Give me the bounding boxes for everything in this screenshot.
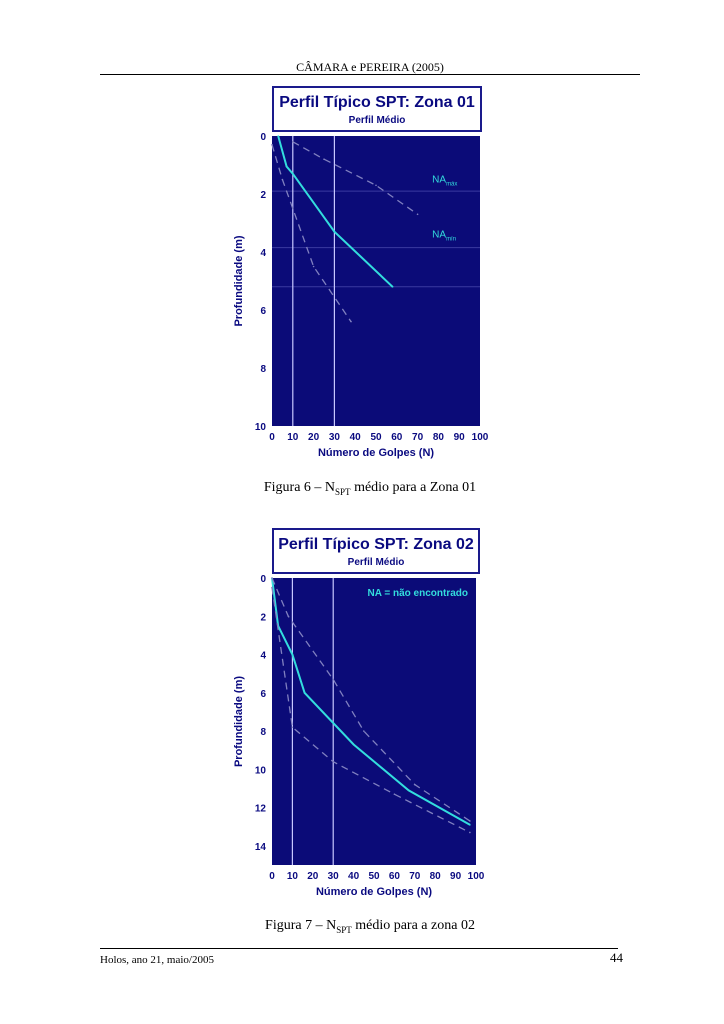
chart-1-series-2-point-3: [312, 265, 315, 268]
chart-2-series-2-point-3: [393, 793, 396, 796]
chart-2-subtitle: Perfil Médio: [347, 557, 405, 568]
chart-2-series-0-point-4: [352, 743, 355, 746]
chart-1-y-tick-label-2: 2: [260, 190, 266, 201]
chart-2-legend-text: NA = não encontrado: [368, 588, 468, 599]
chart-2-x-tick-label-100: 100: [468, 871, 485, 882]
chart-2-y-tick-label-10: 10: [255, 765, 267, 776]
chart-2-x-tick-label-70: 70: [409, 871, 421, 882]
chart-1-y-tick-label-4: 4: [260, 248, 266, 259]
chart-1-x-tick-label-20: 20: [308, 432, 320, 443]
chart-2-x-tick-label-30: 30: [328, 871, 340, 882]
chart-1-envelope-line-1: [292, 141, 418, 215]
chart-1-x-axis-label: Número de Golpes (N): [318, 447, 434, 459]
caption-1-post: médio para a Zona 01: [350, 480, 477, 495]
chart-2-series-0-point-5: [407, 789, 410, 792]
chart-2-series-1-point-4: [414, 783, 416, 786]
chart-2-series-1-point-3: [363, 730, 365, 732]
chart-1-x-tick-label-60: 60: [391, 432, 403, 443]
chart-2-series-2-point-4: [469, 831, 471, 834]
chart-1-title-box: Perfil Típico SPT: Zona 01 Perfil Médio: [272, 86, 482, 132]
chart-2-series-1-point-1: [287, 615, 290, 618]
chart-2-series-0-point-6: [469, 824, 471, 826]
chart-1-series-1-point-2: [375, 184, 377, 187]
chart-2-series-0-point-2: [291, 653, 294, 656]
chart-2-y-tick-label-4: 4: [260, 651, 266, 662]
chart-1-series-0-point-4: [391, 286, 394, 288]
chart-2-series-2-point-0: [271, 586, 273, 589]
chart-1-series-0-point-0: [277, 135, 280, 137]
caption-2-post: médio para a zona 02: [351, 918, 475, 933]
chart-1-x-tick-label-40: 40: [350, 432, 362, 443]
chart-1-x-tick-label-70: 70: [412, 432, 424, 443]
chart-1-series-0-point-2: [292, 172, 294, 175]
chart-1-series-1-point-3: [416, 213, 419, 216]
chart-1-y-tick-label-8: 8: [260, 364, 266, 375]
chart-2-series-0-point-3: [303, 692, 306, 694]
chart-2-series-1-point-2: [332, 678, 334, 681]
chart-1-series-0-point-3: [333, 230, 336, 233]
chart-2-series-1-point-0: [271, 577, 273, 579]
caption-2-sub: SPT: [336, 924, 352, 935]
figure-7-caption: Figura 7 – NSPT médio para a zona 02: [200, 918, 540, 935]
chart-2-x-tick-label-40: 40: [348, 871, 360, 882]
chart-2-x-tick-label-20: 20: [307, 871, 319, 882]
chart-1-x-tick-label-50: 50: [370, 432, 382, 443]
chart-2-plot-area: [272, 578, 476, 865]
chart-1-x-tick-label-100: 100: [472, 432, 489, 443]
chart-2-series-2-point-2: [332, 760, 334, 763]
chart-1-series-2-point-0: [271, 143, 273, 146]
chart-1-title: Perfil Típico SPT: Zona 01: [279, 94, 475, 111]
chart-2-title-box: Perfil Típico SPT: Zona 02 Perfil Médio: [272, 528, 480, 574]
footer-rule: [100, 948, 618, 949]
caption-1-sub: SPT: [335, 486, 351, 497]
chart-2-y-tick-label-2: 2: [260, 612, 266, 623]
chart-2-y-tick-label-8: 8: [260, 727, 266, 738]
chart-1-series-1-point-0: [292, 141, 294, 143]
chart-2-x-tick-label-10: 10: [287, 871, 299, 882]
chart-1-series-2-point-1: [281, 178, 284, 181]
chart-2-y-axis-label: Profundidade (m): [233, 676, 245, 767]
chart-2-x-tick-label-80: 80: [430, 871, 442, 882]
page-number: 44: [610, 950, 623, 965]
chart-1-na-annotation-0: NAmáx: [432, 174, 457, 187]
chart-1-na-annotation-1: NAmín: [432, 230, 456, 243]
chart-2-series-2-point-1: [291, 726, 294, 729]
chart-2-y-tick-label-12: 12: [255, 804, 267, 815]
chart-1-x-tick-label-0: 0: [269, 432, 275, 443]
chart-1-series-1-point-1: [323, 158, 325, 160]
chart-2-x-axis-label: Número de Golpes (N): [316, 886, 432, 898]
chart-1-x-tick-label-80: 80: [433, 432, 445, 443]
chart-1-envelope-line-2: [271, 144, 352, 322]
footer-journal: Holos, ano 21, maio/2005: [100, 954, 214, 966]
figure-6-caption: Figura 6 – NSPT médio para a Zona 01: [200, 480, 540, 497]
chart-1-y-tick-label-6: 6: [260, 306, 266, 317]
chart-1-x-tick-label-10: 10: [287, 432, 299, 443]
chart-1-series-2-point-2: [292, 207, 294, 210]
chart-1-y-tick-label-0: 0: [260, 132, 266, 143]
chart-2-series-1-point-5: [469, 820, 471, 822]
caption-1-pre: Figura 6 – N: [263, 480, 336, 495]
chart-2-x-tick-label-0: 0: [269, 871, 275, 882]
chart-1-series-0-point-1: [285, 165, 288, 168]
caption-2-pre: Figura 7 – N: [265, 918, 337, 933]
chart-2-x-tick-label-50: 50: [368, 871, 380, 882]
chart-1-series-2-point-4: [350, 320, 352, 323]
chart-2-envelope-line-1: [271, 577, 471, 822]
chart-1-y-axis-label: Profundidade (m): [233, 235, 245, 326]
chart-2-y-tick-label-6: 6: [260, 689, 266, 700]
chart-1-y-tick-label-10: 10: [255, 422, 267, 433]
chart-2-y-tick-label-0: 0: [260, 574, 266, 585]
chart-2-title: Perfil Típico SPT: Zona 02: [278, 536, 474, 553]
page-header: CÂMARA e PEREIRA (2005): [296, 60, 444, 74]
chart-1-x-tick-label-30: 30: [329, 432, 341, 443]
chart-1-x-tick-label-90: 90: [454, 432, 466, 443]
chart-1-subtitle: Perfil Médio: [348, 115, 406, 126]
chart-2-x-tick-label-60: 60: [389, 871, 401, 882]
chart-2-y-tick-label-14: 14: [255, 842, 267, 853]
chart-2-x-tick-label-90: 90: [450, 871, 462, 882]
chart-1-plot-area: [272, 136, 480, 426]
header-rule: [100, 74, 640, 75]
